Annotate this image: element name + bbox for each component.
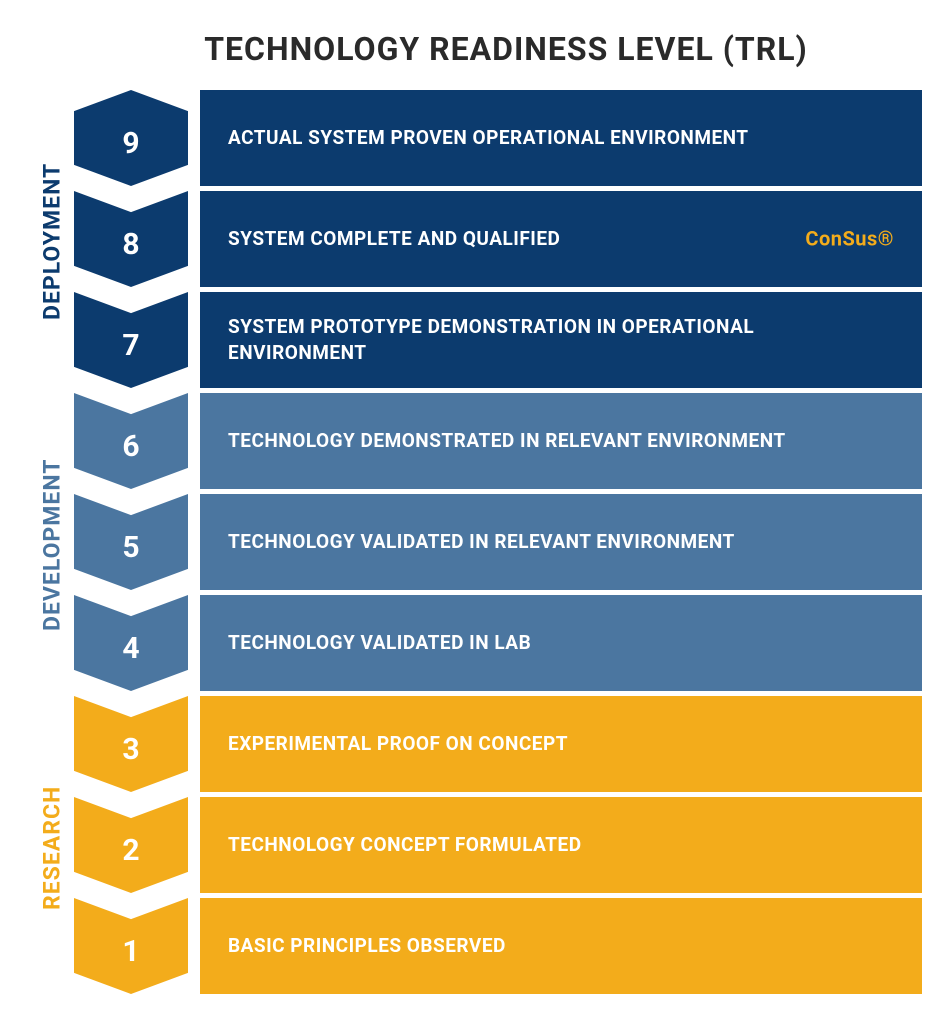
trl-chevron: 8 <box>74 191 188 287</box>
phase-label-development: DEVELOPMENT <box>30 393 74 696</box>
trl-number: 6 <box>74 393 188 489</box>
trl-description-text: SYSTEM COMPLETE AND QUALIFIED <box>228 226 560 252</box>
trl-number: 5 <box>74 494 188 590</box>
trl-row: 7 SYSTEM PROTOTYPE DEMONSTRATION IN OPERA… <box>74 292 922 388</box>
trl-chevron: 3 <box>74 696 188 792</box>
trl-description: EXPERIMENTAL PROOF ON CONCEPT <box>200 696 922 792</box>
trl-number: 4 <box>74 595 188 691</box>
trl-description: TECHNOLOGY VALIDATED IN LAB <box>200 595 922 691</box>
trl-chevron: 2 <box>74 797 188 893</box>
trl-description-text: TECHNOLOGY VALIDATED IN RELEVANT ENVIRON… <box>228 529 735 555</box>
trl-description-text: ACTUAL SYSTEM PROVEN OPERATIONAL ENVIRON… <box>228 125 749 151</box>
phase-label-research: RESEARCH <box>30 696 74 999</box>
page-title: TECHNOLOGY READINESS LEVEL (TRL) <box>90 30 922 68</box>
consus-badge: ConSus® <box>805 226 894 253</box>
trl-number: 3 <box>74 696 188 792</box>
trl-chart: DEPLOYMENTDEVELOPMENTRESEARCH 9 ACTUAL SY… <box>30 90 922 999</box>
trl-description: SYSTEM PROTOTYPE DEMONSTRATION IN OPERAT… <box>200 292 922 388</box>
trl-number: 1 <box>74 898 188 994</box>
trl-chevron: 1 <box>74 898 188 994</box>
trl-description: ACTUAL SYSTEM PROVEN OPERATIONAL ENVIRON… <box>200 90 922 186</box>
trl-row: 5 TECHNOLOGY VALIDATED IN RELEVANT ENVIRO… <box>74 494 922 590</box>
trl-description-text: EXPERIMENTAL PROOF ON CONCEPT <box>228 731 568 757</box>
trl-description-text: TECHNOLOGY VALIDATED IN LAB <box>228 630 531 656</box>
trl-row: 3 EXPERIMENTAL PROOF ON CONCEPT <box>74 696 922 792</box>
phase-labels-column: DEPLOYMENTDEVELOPMENTRESEARCH <box>30 90 74 999</box>
trl-description-text: SYSTEM PROTOTYPE DEMONSTRATION IN OPERAT… <box>228 314 894 365</box>
trl-row: 8 SYSTEM COMPLETE AND QUALIFIED ConSus® <box>74 191 922 287</box>
trl-number: 7 <box>74 292 188 388</box>
trl-description-text: TECHNOLOGY CONCEPT FORMULATED <box>228 832 582 858</box>
trl-description-text: BASIC PRINCIPLES OBSERVED <box>228 933 506 959</box>
trl-description: SYSTEM COMPLETE AND QUALIFIED ConSus® <box>200 191 922 287</box>
trl-row: 2 TECHNOLOGY CONCEPT FORMULATED <box>74 797 922 893</box>
trl-chevron: 4 <box>74 595 188 691</box>
trl-row: 1 BASIC PRINCIPLES OBSERVED <box>74 898 922 994</box>
trl-number: 2 <box>74 797 188 893</box>
trl-description: TECHNOLOGY VALIDATED IN RELEVANT ENVIRON… <box>200 494 922 590</box>
trl-number: 9 <box>74 90 188 186</box>
trl-description-text: TECHNOLOGY DEMONSTRATED IN RELEVANT ENVI… <box>228 428 786 454</box>
trl-description: TECHNOLOGY CONCEPT FORMULATED <box>200 797 922 893</box>
trl-description: TECHNOLOGY DEMONSTRATED IN RELEVANT ENVI… <box>200 393 922 489</box>
trl-chevron: 5 <box>74 494 188 590</box>
trl-row: 4 TECHNOLOGY VALIDATED IN LAB <box>74 595 922 691</box>
trl-chevron: 6 <box>74 393 188 489</box>
trl-row: 9 ACTUAL SYSTEM PROVEN OPERATIONAL ENVIRO… <box>74 90 922 186</box>
trl-rows: 9 ACTUAL SYSTEM PROVEN OPERATIONAL ENVIRO… <box>74 90 922 999</box>
trl-chevron: 7 <box>74 292 188 388</box>
trl-description: BASIC PRINCIPLES OBSERVED <box>200 898 922 994</box>
trl-row: 6 TECHNOLOGY DEMONSTRATED IN RELEVANT ENV… <box>74 393 922 489</box>
phase-label-deployment: DEPLOYMENT <box>30 90 74 393</box>
trl-number: 8 <box>74 191 188 287</box>
trl-chevron: 9 <box>74 90 188 186</box>
